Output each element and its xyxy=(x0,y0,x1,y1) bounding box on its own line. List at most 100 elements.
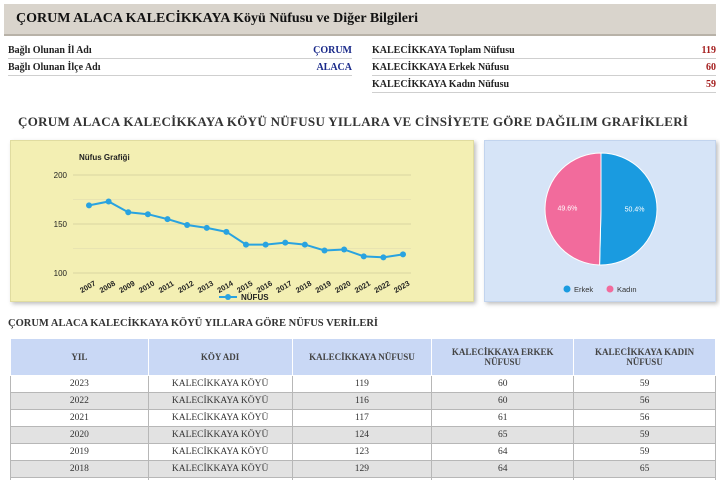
cell-year: 2020 xyxy=(10,426,149,444)
female-population-value: 59 xyxy=(706,78,716,90)
page-header: ÇORUM ALACA KALECİKKAYA Köyü Nüfusu ve D… xyxy=(4,4,716,36)
x-tick-label: 2020 xyxy=(333,279,352,295)
x-tick-label: 2010 xyxy=(137,279,156,295)
legend-label-male: Erkek xyxy=(574,285,593,294)
population-line-chart: Nüfus Grafiği 100 150 200 2007 2008 2009 2010… xyxy=(54,153,412,302)
cell-female: 59 xyxy=(573,443,716,461)
cell-male: 64 xyxy=(431,460,575,478)
x-tick-label: 2022 xyxy=(373,279,392,295)
table-row: 2020 KALECİKKAYA KÖYÜ 124 65 59 xyxy=(10,426,716,444)
info-row-district: Bağlı Olunan İlçe Adı ALACA xyxy=(8,59,352,76)
data-point xyxy=(105,198,112,205)
data-point xyxy=(86,202,92,209)
charts-section-title: ÇORUM ALACA KALECİKKAYA KÖYÜ NÜFUSU YILL… xyxy=(18,114,689,129)
cell-male: 60 xyxy=(431,392,575,410)
cell-village: KALECİKKAYA KÖYÜ xyxy=(147,460,293,478)
population-info: KALECİKKAYA Toplam Nüfusu 119 KALECİKKAY… xyxy=(372,42,716,93)
cell-male: 60 xyxy=(431,375,575,393)
legend-dot-female xyxy=(606,285,614,293)
legend-dot-male xyxy=(563,285,571,293)
table-row: 2021 KALECİKKAYA KÖYÜ 117 61 56 xyxy=(10,409,716,427)
district-label: Bağlı Olunan İlçe Adı xyxy=(8,61,101,73)
table-row: 2019 KALECİKKAYA KÖYÜ 123 64 59 xyxy=(10,443,716,461)
province-value: ÇORUM xyxy=(313,44,352,56)
cell-female: 65 xyxy=(573,460,716,478)
data-point xyxy=(380,254,387,261)
location-info: Bağlı Olunan İl Adı ÇORUM Bağlı Olunan İ… xyxy=(8,42,352,76)
data-point xyxy=(282,239,289,246)
table-row: 2017KALECİKKAYA KÖYÜ131 xyxy=(10,477,716,480)
population-table: YIL KÖY ADI KALECİKKAYA NÜFUSU KALECİKKA… xyxy=(10,338,716,480)
male-population-label: KALECİKKAYA Erkek Nüfusu xyxy=(372,61,510,73)
x-tick-label: 2017 xyxy=(275,279,294,295)
info-row-total: KALECİKKAYA Toplam Nüfusu 119 xyxy=(372,42,716,59)
x-tick-label: 2011 xyxy=(157,279,176,295)
y-tick-label: 100 xyxy=(54,269,68,278)
y-tick-label: 150 xyxy=(54,220,68,229)
table-row: 2023 KALECİKKAYA KÖYÜ 119 60 59 xyxy=(10,375,716,393)
pie-value-label-male: 50.4% xyxy=(625,206,645,213)
cell-village: KALECİKKAYA KÖYÜ xyxy=(147,392,293,410)
cell-year: 2018 xyxy=(10,460,149,478)
col-header-year: YIL xyxy=(10,338,149,376)
data-point xyxy=(125,209,132,216)
cell-year: 2022 xyxy=(10,392,149,410)
data-point xyxy=(223,228,230,235)
cell-male: 64 xyxy=(431,443,575,461)
col-header-village: KÖY ADI xyxy=(147,338,293,376)
line-chart-title: Nüfus Grafiği xyxy=(79,153,130,162)
cell-year: 2023 xyxy=(10,375,149,393)
data-point xyxy=(400,251,406,258)
data-point xyxy=(243,241,249,248)
x-tick-label: 2007 xyxy=(78,279,97,295)
cell-total: 119 xyxy=(291,375,433,393)
x-tick-label: 2019 xyxy=(314,279,333,295)
district-value: ALACA xyxy=(316,61,352,73)
cell-village: KALECİKKAYA KÖYÜ xyxy=(147,375,293,393)
data-point xyxy=(164,216,171,223)
data-point xyxy=(360,253,367,260)
cell-total: 123 xyxy=(291,443,433,461)
x-tick-label: 2009 xyxy=(118,279,137,295)
cell-female: 59 xyxy=(573,375,716,393)
pie-slice-female xyxy=(544,152,602,266)
cell-village: KALECİKKAYA KÖYÜ xyxy=(147,443,293,461)
data-point xyxy=(184,221,191,228)
data-point xyxy=(144,211,151,218)
line-chart-panel: Nüfus Grafiği 100 150 200 2007 2008 2009 2010… xyxy=(10,140,474,302)
table-row: 2022 KALECİKKAYA KÖYÜ 116 60 56 xyxy=(10,392,716,410)
x-tick-label: 2018 xyxy=(294,279,313,295)
cell-total: 117 xyxy=(291,409,433,427)
cell-village: KALECİKKAYA KÖYÜ xyxy=(147,409,293,427)
x-tick-label: 2023 xyxy=(392,279,411,295)
cell-village: KALECİKKAYA KÖYÜ xyxy=(147,426,293,444)
col-header-male: KALECİKKAYA ERKEK NÜFUSU xyxy=(431,338,575,376)
x-tick-label: 2012 xyxy=(176,279,195,295)
total-population-value: 119 xyxy=(701,44,716,56)
male-population-value: 60 xyxy=(706,61,716,73)
data-point xyxy=(321,247,328,254)
y-tick-label: 200 xyxy=(54,171,68,180)
cell-total: 116 xyxy=(291,392,433,410)
table-header-row: YIL KÖY ADI KALECİKKAYA NÜFUSU KALECİKKA… xyxy=(10,338,716,376)
cell-year: 2019 xyxy=(10,443,149,461)
cell-total: 129 xyxy=(291,460,433,478)
x-tick-label: 2008 xyxy=(98,279,117,295)
col-header-female: KALECİKKAYA KADIN NÜFUSU xyxy=(573,338,716,376)
x-tick-label: 2014 xyxy=(216,278,236,295)
x-tick-label: 2021 xyxy=(353,279,372,295)
line-chart-legend: NÜFUS xyxy=(219,293,269,302)
cell-male: 61 xyxy=(431,409,575,427)
page-title: ÇORUM ALACA KALECİKKAYA Köyü Nüfusu ve D… xyxy=(16,11,419,26)
pie-value-label-female: 49.6% xyxy=(557,206,577,213)
population-series-line xyxy=(88,200,404,259)
data-point xyxy=(341,246,348,253)
cell-female: 56 xyxy=(573,392,716,410)
data-point xyxy=(203,224,210,231)
cell-year: 2021 xyxy=(10,409,149,427)
col-header-total: KALECİKKAYA NÜFUSU xyxy=(291,338,433,376)
data-point xyxy=(262,241,269,248)
cell-male: 65 xyxy=(431,426,575,444)
info-row-province: Bağlı Olunan İl Adı ÇORUM xyxy=(8,42,352,59)
pie-chart-panel: 50.4% 49.6% Erkek Kadın xyxy=(484,140,716,302)
